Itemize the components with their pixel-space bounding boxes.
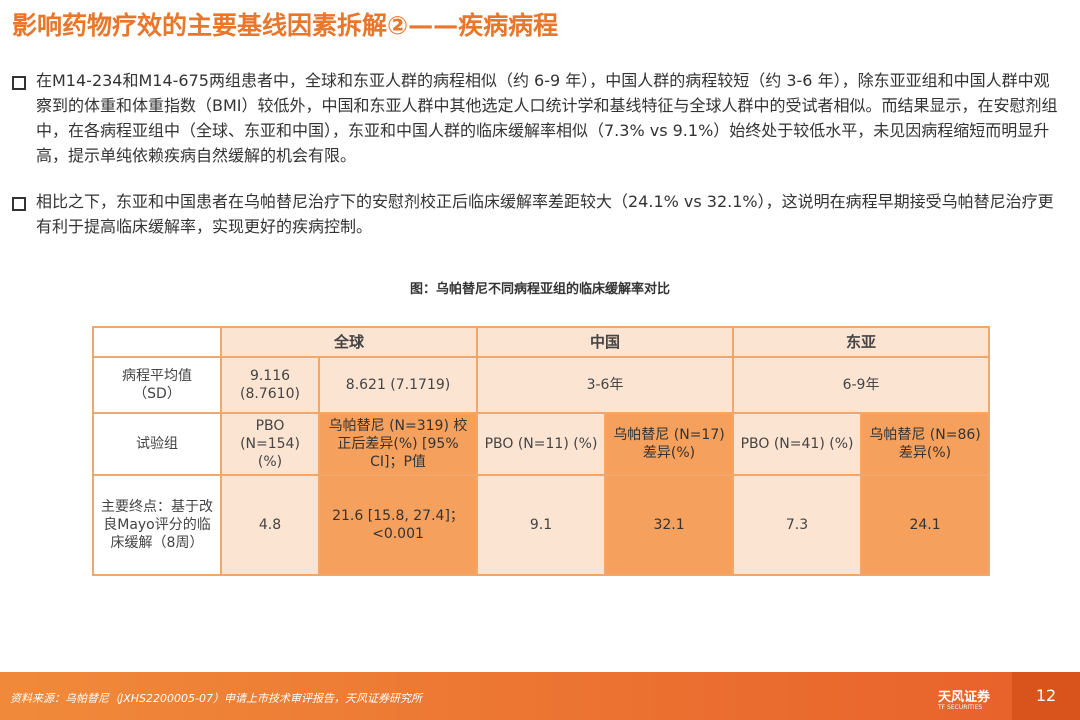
source-note: 资料来源：乌帕替尼（JXHS2200005-07）申请上市技术审评报告，天风证券… xyxy=(10,692,422,705)
cell: 乌帕替尼 (N=319) 校正后差异(%) [95% CI]；P值 xyxy=(317,412,479,476)
bullet: 相比之下，东亚和中国患者在乌帕替尼治疗下的安慰剂校正后临床缓解率差距较大（24.… xyxy=(36,192,1054,236)
cell: 试验组 xyxy=(92,412,222,476)
cell: 9.1 xyxy=(476,474,607,576)
table-row: 全球 中国 东亚 xyxy=(92,326,991,358)
header-cell: 全球 xyxy=(219,326,479,358)
cell: 乌帕替尼 (N=86) 差异(%) xyxy=(860,412,991,476)
cell: 21.6 [15.8, 27.4]；<0.001 xyxy=(317,474,479,576)
table-row: 试验组 PBO (N=154) (%) 乌帕替尼 (N=319) 校正后差异(%… xyxy=(92,412,991,476)
cell: 乌帕替尼 (N=17) 差异(%) xyxy=(604,412,735,476)
header-cell: 东亚 xyxy=(732,326,991,358)
cell: 主要终点：基于改良Mayo评分的临床缓解（8周） xyxy=(92,474,222,576)
cell: 8.621 (7.1719) xyxy=(317,356,479,414)
cell: PBO (N=41) (%) xyxy=(732,412,863,476)
bullet-marker xyxy=(12,197,26,211)
cell: 32.1 xyxy=(604,474,735,576)
cell: PBO (N=11) (%) xyxy=(476,412,607,476)
cell: 6-9年 xyxy=(732,356,991,414)
bullet: 在M14-234和M14-675两组患者中，全球和东亚人群的病程相似（约 6-9… xyxy=(36,71,1058,165)
cell: PBO (N=154) (%) xyxy=(220,412,320,476)
table-row: 病程平均值（SD） 9.116 (8.7610) 8.621 (7.1719) … xyxy=(92,356,991,414)
table-row: 主要终点：基于改良Mayo评分的临床缓解（8周） 4.8 21.6 [15.8,… xyxy=(92,474,991,576)
page-number: 12 xyxy=(1012,672,1080,720)
cell xyxy=(92,326,222,358)
cell: 7.3 xyxy=(732,474,863,576)
header-cell: 中国 xyxy=(476,326,735,358)
cell: 3-6年 xyxy=(476,356,735,414)
bullet-marker xyxy=(12,76,26,90)
logo: 天风证券 xyxy=(938,690,991,705)
cell: 9.116 (8.7610) xyxy=(220,356,320,414)
title: 影响药物疗效的主要基线因素拆解②——疾病病程 xyxy=(12,11,559,40)
table-caption: 图：乌帕替尼不同病程亚组的临床缓解率对比 xyxy=(409,282,670,297)
cell: 4.8 xyxy=(220,474,320,576)
footer: 资料来源：乌帕替尼（JXHS2200005-07）申请上市技术审评报告，天风证券… xyxy=(0,672,1080,720)
logo-subtitle: TF SECURITIES xyxy=(938,704,983,711)
cell: 24.1 xyxy=(860,474,991,576)
table: 全球 中国 东亚 病程平均值（SD） 9.116 (8.7610) 8.621 … xyxy=(92,326,991,576)
cell: 病程平均值（SD） xyxy=(92,356,222,414)
